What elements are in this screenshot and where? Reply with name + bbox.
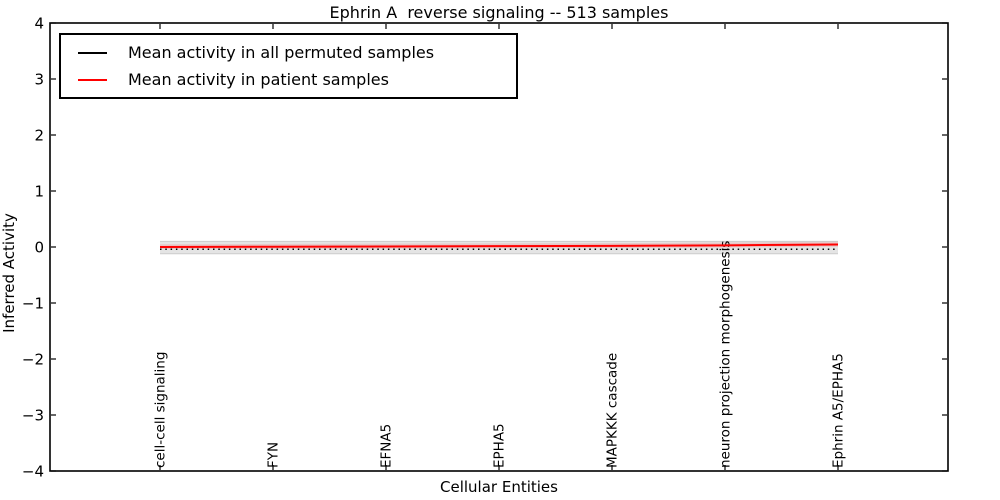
x-tick-label: cell-cell signaling bbox=[153, 352, 169, 468]
chart-title: Ephrin A reverse signaling -- 513 sample… bbox=[329, 3, 669, 22]
y-tick-label: 2 bbox=[34, 126, 44, 144]
y-tick-label: −4 bbox=[22, 462, 44, 480]
legend-label: Mean activity in all permuted samples bbox=[128, 43, 435, 62]
x-tick-label: EFNA5 bbox=[379, 424, 395, 468]
x-tick-label: FYN bbox=[266, 442, 282, 468]
x-axis-label: Cellular Entities bbox=[440, 478, 558, 496]
legend-entry-permuted: Mean activity in all permuted samples bbox=[61, 43, 516, 62]
legend: Mean activity in all permuted samples Me… bbox=[59, 33, 518, 99]
patient-mean-line bbox=[159, 243, 839, 248]
y-tick-label: 1 bbox=[34, 182, 44, 200]
y-tick-label: 4 bbox=[34, 14, 44, 32]
legend-label: Mean activity in patient samples bbox=[128, 70, 389, 89]
x-tick-label: EPHA5 bbox=[492, 423, 508, 468]
legend-entry-patient: Mean activity in patient samples bbox=[61, 70, 516, 89]
legend-line-sample-red bbox=[78, 78, 107, 81]
y-tick-label: −2 bbox=[22, 350, 44, 368]
y-axis-label: Inferred Activity bbox=[0, 213, 18, 333]
y-tick-label: 3 bbox=[34, 70, 44, 88]
permuted-range-band bbox=[160, 241, 838, 254]
plot-border bbox=[49, 22, 949, 472]
y-tick-label: −3 bbox=[22, 406, 44, 424]
x-tick-label: Ephrin A5/EPHA5 bbox=[831, 353, 847, 468]
legend-line-sample-black bbox=[78, 51, 107, 54]
y-tick-label: 0 bbox=[34, 238, 44, 256]
x-tick-label: MAPKKK cascade bbox=[605, 353, 621, 468]
x-tick-label: neuron projection morphogenesis bbox=[718, 241, 734, 468]
y-tick-label: −1 bbox=[22, 294, 44, 312]
